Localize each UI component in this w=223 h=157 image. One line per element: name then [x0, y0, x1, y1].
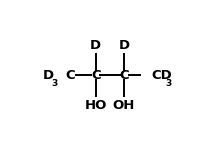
Text: D: D [118, 39, 130, 52]
Text: 3: 3 [52, 79, 58, 89]
Text: C: C [66, 69, 76, 82]
Text: HO: HO [85, 100, 107, 112]
Text: OH: OH [113, 100, 135, 112]
Text: D: D [90, 39, 101, 52]
Text: C: C [119, 69, 129, 82]
Text: D: D [43, 69, 54, 82]
Text: C: C [91, 69, 101, 82]
Text: CD: CD [152, 69, 172, 82]
Text: 3: 3 [165, 79, 172, 89]
